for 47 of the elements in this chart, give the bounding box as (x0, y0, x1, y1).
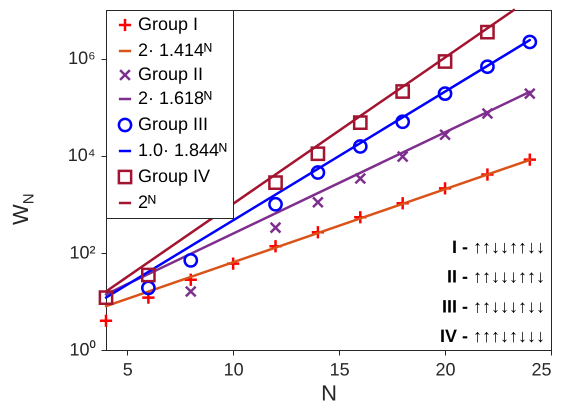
y-tick-label: 10⁴ (68, 145, 96, 166)
point (184, 285, 197, 298)
point (268, 196, 283, 212)
y-tick-label: 10⁶ (68, 48, 96, 68)
point (438, 86, 452, 101)
x-tick-label: 10 (224, 360, 244, 380)
legend-label: 2· 1.414ᴺ (138, 40, 212, 60)
annotation: I - ↑↑↓↓↑↑↓↓ (452, 237, 545, 257)
point (268, 175, 283, 190)
point (352, 139, 368, 154)
legend-label: 1.0· 1.844ᴺ (138, 140, 228, 160)
point (480, 24, 495, 40)
x-tick-label: 20 (436, 360, 456, 380)
x-tick-label: 5 (122, 360, 133, 380)
point (396, 150, 409, 163)
x-tick-label: 25 (531, 360, 552, 380)
point (141, 268, 156, 282)
point (310, 146, 326, 162)
point (310, 165, 326, 180)
point (269, 222, 282, 234)
y-tick-label: 10² (69, 242, 96, 262)
legend-label: Group IV (138, 166, 210, 186)
point (480, 59, 495, 74)
legend-label: Group III (138, 114, 208, 134)
annotation: II - ↑↑↓↓↓↑↑↓ (447, 266, 545, 287)
point (438, 54, 452, 69)
legend-label: 2· 1.618ᴺ (138, 88, 212, 108)
point (183, 253, 198, 268)
x-axis-title: N (321, 380, 337, 406)
annotation: IV - ↑↑↑↓↑↓↓↓ (440, 326, 545, 346)
point (522, 34, 538, 50)
point (395, 84, 410, 99)
legend-label: Group II (138, 64, 204, 84)
point (524, 87, 536, 100)
legend-label: 2ᴺ (138, 192, 156, 212)
point (312, 196, 324, 208)
point (481, 107, 494, 120)
point (354, 172, 366, 185)
point (98, 313, 114, 328)
point (98, 290, 114, 305)
point (395, 114, 410, 130)
annotation: III - ↑↑↓↓↓↑↓↓ (442, 296, 545, 316)
y-tick-label: 10⁰ (69, 340, 96, 360)
legend-label: Group I (138, 14, 198, 34)
x-tick-label: 15 (330, 360, 350, 380)
point (438, 128, 452, 141)
point (352, 115, 368, 130)
